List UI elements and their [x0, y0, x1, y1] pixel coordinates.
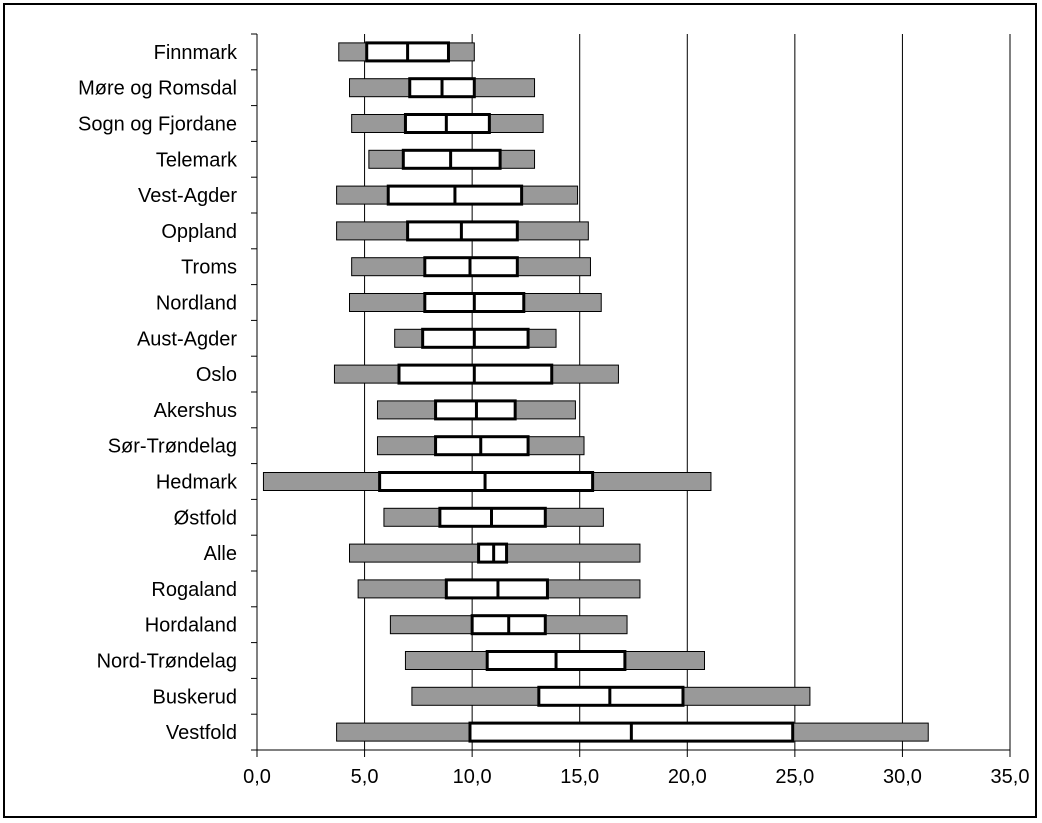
x-tick-label: 20,0	[668, 766, 707, 788]
category-label: Hordaland	[145, 615, 237, 637]
category-label: Nord-Trøndelag	[97, 651, 237, 673]
x-tick-label: 25,0	[775, 766, 814, 788]
category-label: Møre og Romsdal	[78, 78, 237, 100]
category-label: Sogn og Fjordane	[78, 114, 237, 136]
x-tick-label: 10,0	[453, 766, 492, 788]
category-label: Akershus	[154, 400, 237, 422]
category-label: Troms	[181, 257, 237, 279]
category-label: Sør-Trøndelag	[108, 436, 237, 458]
category-label: Vestfold	[166, 722, 237, 744]
x-tick-label: 5,0	[351, 766, 379, 788]
x-tick-label: 30,0	[883, 766, 922, 788]
boxes	[365, 41, 795, 743]
category-label: Buskerud	[153, 686, 238, 708]
category-label: Oppland	[161, 221, 237, 243]
x-tick-label: 0,0	[243, 766, 271, 788]
whisker-bars	[262, 42, 929, 742]
x-tick-labels: 0,0 5,0 10,0 15,0 20,0 25,0 30,0 35,0	[243, 766, 1029, 788]
axes	[251, 33, 1011, 757]
category-label: Østfold	[174, 507, 237, 529]
category-label: Rogaland	[151, 579, 237, 601]
category-label: Nordland	[156, 293, 237, 315]
x-tick-label: 15,0	[560, 766, 599, 788]
category-label: Aust-Agder	[137, 328, 237, 350]
x-tick-label: 35,0	[991, 766, 1030, 788]
category-labels: Finnmark Møre og Romsdal Sogn og Fjordane T…	[78, 42, 238, 744]
category-label: Alle	[204, 543, 237, 565]
grid-lines	[364, 34, 1011, 750]
category-label: Oslo	[196, 364, 237, 386]
category-label: Finnmark	[154, 42, 238, 64]
category-label: Hedmark	[156, 472, 238, 494]
category-label: Telemark	[156, 149, 238, 171]
category-label: Vest-Agder	[138, 185, 237, 207]
